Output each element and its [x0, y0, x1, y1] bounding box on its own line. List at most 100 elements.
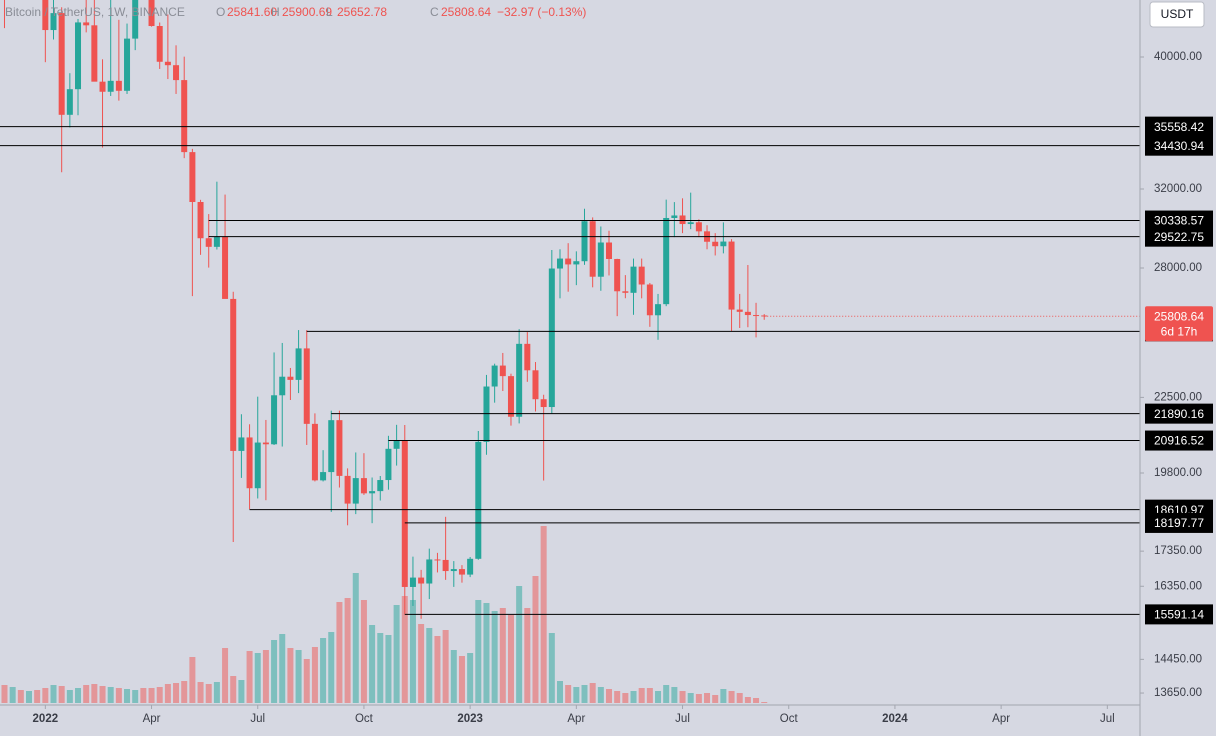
volume-bar [140, 688, 147, 703]
candle-body [164, 61, 171, 66]
volume-bar [491, 611, 498, 703]
candle-body [409, 577, 416, 587]
candle-body [99, 81, 106, 92]
volume-bar [687, 693, 694, 703]
candle-body [295, 348, 302, 380]
volume-bar [467, 653, 474, 703]
volume-bar [58, 686, 65, 703]
candle-body [328, 420, 335, 473]
candle-body [556, 258, 563, 269]
volume-bar [181, 681, 188, 703]
candle-body [336, 420, 343, 476]
candle-body [507, 376, 514, 417]
volume-bar [91, 684, 98, 703]
volume-bar [230, 676, 237, 703]
candle-body [369, 491, 376, 494]
volume-bar [377, 633, 384, 703]
candle-body [426, 559, 433, 584]
volume-bar [409, 600, 416, 703]
y-tick-label: 17350.00 [1154, 545, 1202, 557]
candle-body [91, 25, 98, 82]
volume-bar [336, 602, 343, 703]
candle-body [279, 376, 286, 396]
x-tick-label: 2023 [457, 713, 483, 725]
volume-bar [271, 640, 278, 703]
volume-bar [99, 686, 106, 703]
volume-bar [761, 702, 768, 703]
candle-body [393, 440, 400, 449]
ohlc-key: L [326, 5, 333, 19]
candle-body [344, 475, 351, 504]
volume-bar [581, 685, 588, 703]
candle-body [524, 343, 531, 371]
candle-body [516, 343, 523, 417]
candle-body [107, 80, 114, 92]
x-tick-label: Apr [992, 713, 1010, 725]
volume-bar [222, 648, 229, 703]
candle-body [213, 236, 220, 247]
x-tick-label: Oct [355, 713, 374, 725]
candle-body [450, 569, 457, 572]
candle-body [58, 13, 65, 115]
candle-body [156, 26, 163, 62]
volume-bar [132, 690, 139, 703]
volume-bar [499, 608, 506, 703]
volume-bar [238, 680, 245, 703]
volume-bar [369, 625, 376, 703]
volume-bar [189, 657, 196, 703]
candle-body [548, 268, 555, 408]
candle-body [262, 442, 269, 445]
candle-body [655, 304, 662, 316]
x-tick-label: Jul [675, 713, 690, 725]
volume-bar [663, 685, 670, 703]
level-label-bg [1145, 604, 1213, 625]
candle-body [173, 65, 180, 81]
x-tick-label: 2024 [882, 713, 908, 725]
ohlc-value: 25900.69 [282, 5, 332, 19]
candle-body [630, 266, 637, 293]
level-label: 29522.75 [1154, 230, 1204, 244]
volume-bar [695, 694, 702, 703]
level-label-bg [1145, 512, 1213, 533]
volume-bar [442, 630, 449, 703]
candle-body [565, 258, 572, 265]
volume-bar [736, 693, 743, 703]
volume-bar [548, 633, 555, 703]
level-label-bg [1145, 116, 1213, 137]
last-price-label: 25808.64 [1154, 309, 1204, 323]
candle-body [491, 365, 498, 387]
volume-bar [671, 687, 678, 703]
volume-bar [475, 600, 482, 703]
symbol: Bitcoin / TetherUS, 1W, BINANCE [5, 5, 185, 19]
volume-bar [704, 693, 711, 703]
candle-body [475, 441, 482, 559]
candle-body [197, 201, 204, 239]
candle-body [352, 478, 359, 504]
candle-body [230, 298, 237, 451]
currency-button-bg[interactable] [1149, 1, 1205, 28]
level-label: 34430.94 [1154, 139, 1204, 153]
y-tick-label: 40000.00 [1154, 51, 1202, 63]
currency-button[interactable]: USDT [1149, 1, 1205, 28]
candle-body [687, 222, 694, 225]
currency-label[interactable]: USDT [1161, 7, 1194, 21]
candle-body [499, 365, 506, 377]
candle-body [467, 558, 474, 575]
x-tick-label: Apr [567, 713, 585, 725]
candle-body [712, 241, 719, 247]
x-tick-label: 2022 [33, 713, 59, 725]
candle-body [115, 80, 122, 91]
candle-body [360, 478, 367, 494]
level-label: 20916.52 [1154, 434, 1204, 448]
price-levels [0, 126, 1140, 615]
volume-bar [50, 685, 57, 703]
candle-body [744, 311, 751, 316]
level-label: 30338.57 [1154, 214, 1204, 228]
volume-bar [401, 596, 408, 703]
volume-bar [295, 650, 302, 703]
volume-bar [630, 691, 637, 703]
volume-bar [75, 688, 82, 703]
volume-bar [26, 691, 33, 703]
candle-body [246, 437, 253, 489]
level-label-bg [1145, 226, 1213, 247]
